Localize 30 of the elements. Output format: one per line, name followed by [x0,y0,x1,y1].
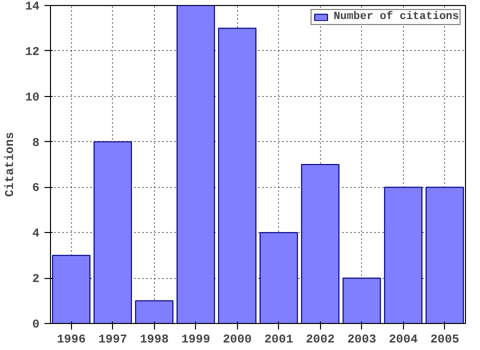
y-tick-label: 8 [32,136,40,150]
legend-label: Number of citations [334,11,459,23]
bar [176,6,215,324]
x-tick-label: 2004 [388,332,418,346]
bar [426,186,464,324]
y-tick-label: 6 [32,181,40,196]
x-tick-label: 2005 [430,332,460,346]
bar [218,28,256,324]
x-tick-label: 2001 [264,332,294,346]
x-tick-label: 1999 [181,332,210,346]
x-tick-label: 1996 [56,332,86,346]
x-tick-label: 1997 [98,332,128,346]
bar [135,300,174,324]
y-tick-label: 2 [32,272,40,286]
x-tick-label: 1998 [140,332,169,346]
y-tick-label: 12 [25,44,40,59]
x-tick-label: 2003 [347,332,376,346]
x-tick-label: 2000 [222,332,252,346]
bar [94,141,132,324]
y-axis-title: Citations [3,132,18,197]
y-tick-label: 0 [32,318,40,332]
bar [52,254,90,324]
x-tick-label: 2002 [306,332,335,346]
y-tick-label: 14 [25,0,40,14]
y-tick-label: 4 [32,226,40,241]
y-tick-label: 10 [25,90,40,104]
bar [342,278,381,324]
bar [384,186,422,324]
bar [260,232,298,324]
bar [301,164,340,324]
